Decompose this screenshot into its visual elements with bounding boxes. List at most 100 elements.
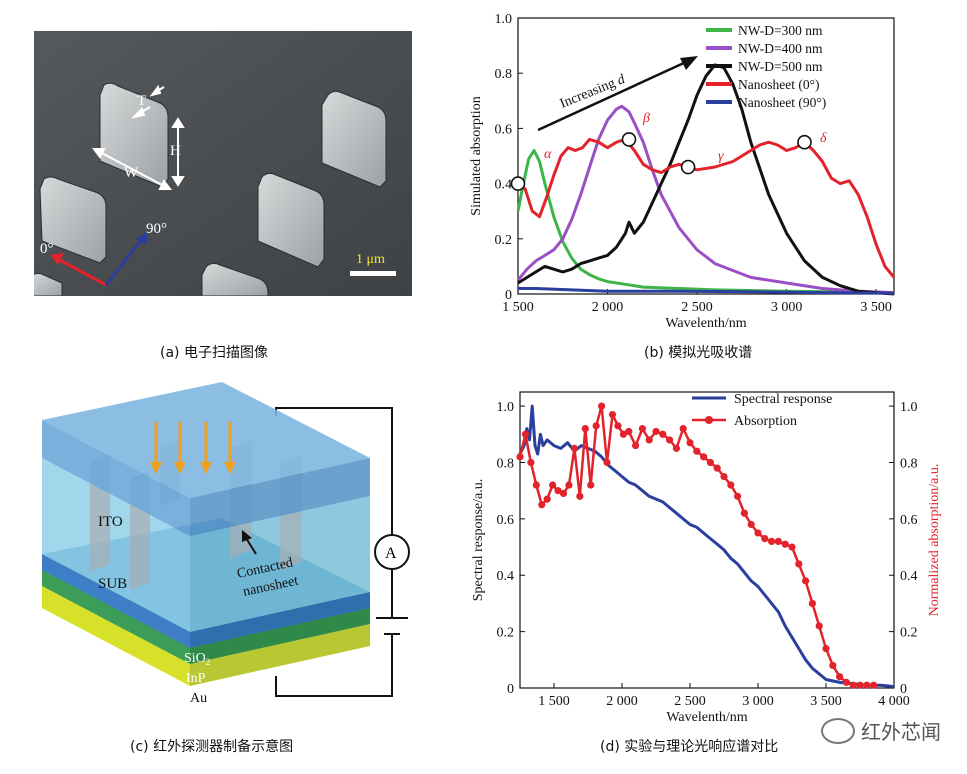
panel-c: A [30,378,450,723]
label-t: T [137,93,146,109]
y2-tick-label: 1.0 [900,400,918,415]
y2-tick-label: 0.8 [900,456,918,471]
absorption-point [808,599,816,608]
y-tick-label: 0.8 [495,67,513,82]
light-arrows [154,422,232,464]
y2-axis-label: Normalized absorption/a.u. [927,464,942,617]
absorption-point [559,489,568,498]
x-tick-label: 1 500 [538,694,570,709]
y2-tick-label: 0.2 [900,626,918,641]
caption-d: (d) 实验与理论光响应谱对比 [600,739,779,755]
absorption-point [638,425,646,433]
absorption-point [576,492,584,500]
x-tick-label: 3 500 [860,300,892,315]
absorption-point [554,487,562,495]
x-tick-label: 4 000 [878,694,910,709]
absorption-point [521,430,530,438]
series-line-1 [516,104,895,295]
absorption-point [570,444,578,452]
y-tick-label: 0.8 [497,456,515,471]
legend-marker [705,416,713,424]
watermark-text: 红外芯闻 [861,720,941,744]
peak-marker [797,134,812,150]
absorption-point [754,529,762,537]
absorption-point [734,492,742,500]
panel-a: T H W 0° 90° 1 μm [29,31,412,297]
absorption-point [842,678,850,686]
legend-label: Absorption [734,414,797,429]
y-axis-label: Spectral response/a.u. [471,479,486,601]
x-tick-label: 2 500 [674,694,706,709]
absorption-point [666,436,674,444]
absorption-point [614,422,622,430]
absorption-point [720,472,728,481]
peak-marker [680,159,696,175]
label-alpha: α [544,147,552,162]
label-90deg: 90° [146,221,167,237]
scale-bar [350,271,396,276]
detector-schematic: A [42,382,410,706]
x-tick-label: 2 500 [681,300,713,315]
y2-tick-label: 0.4 [900,569,918,584]
label-beta: β [642,111,650,126]
dimension-arrows [92,84,185,190]
y-tick-label: 0.6 [497,513,515,528]
absorption-chart: 1 500 2 000 2 500 3 000 3 500 0 0.2 0.4 0.6 0.8 1.… [469,12,896,331]
ammeter-icon [374,534,410,570]
label-w: W [124,165,139,181]
absorption-point [549,481,557,489]
y-tick-label: 0.2 [497,626,515,641]
caption-c: (c) 红外探测器制备示意图 [130,739,294,755]
legend-label: Nanosheet (90°) [738,95,826,110]
sio2-layer [42,554,190,648]
peak-marker [510,176,526,191]
y-tick-label: 0 [507,682,514,697]
legend-label: Spectral response [734,392,832,407]
plot-frame [517,17,895,295]
absorption-point [608,410,617,419]
increasing-arrow-head [680,56,698,70]
absorption-point [516,453,524,461]
absorption-point [747,520,755,529]
absorption-point [863,681,871,689]
absorption-point [645,436,653,444]
x-tick-label: 3 500 [810,694,842,709]
orientation-arrows [50,231,148,287]
plot-frame [519,391,895,689]
y-tick-label: 0 [505,288,512,303]
y2-tick-label: 0 [900,682,907,697]
absorption-point [679,425,687,433]
absorption-point [598,402,606,410]
series-line-response [518,404,895,689]
caption-b: (b) 模拟光吸收谱 [644,345,753,361]
absorption-point [822,644,830,653]
absorption-point [870,681,878,689]
label-ito: ITO [98,514,123,530]
panel-b: 1 500 2 000 2 500 3 000 3 500 0 0.2 0.4 0.6 0.8 1.… [440,0,940,370]
absorption-point [849,681,857,689]
sem-image: T H W 0° 90° 1 μm [29,31,412,297]
absorption-point [706,458,714,467]
label-h: H [170,143,181,159]
label-sub: SUB [98,576,127,592]
x-axis-label: Wavelenth/nm [666,710,747,725]
y2-tick-label: 0.6 [900,513,918,528]
panel-d: 1 500 2 000 2 500 3 000 3 500 4 000 0 0 0.2 0.2 0.… [440,378,967,738]
absorption-point [625,427,633,436]
absorption-point [587,481,595,489]
label-0deg: 0° [40,241,54,257]
absorption-point [788,543,796,551]
absorption-point [686,439,694,447]
x-axis-label: Wavelenth/nm [665,316,746,331]
absorption-point [768,537,776,546]
absorption-point [581,425,589,433]
y-axis-label: Simulated absorption [469,96,484,215]
nanosheet-pillars [29,82,387,297]
absorption-point [603,458,611,467]
y-tick-label: 0.6 [495,122,513,137]
absorption-point [592,422,600,430]
absorption-point [761,534,769,543]
y-tick-label: 0.4 [497,569,515,584]
watermark: 红外芯闻 [821,716,941,745]
absorption-point [740,509,748,517]
